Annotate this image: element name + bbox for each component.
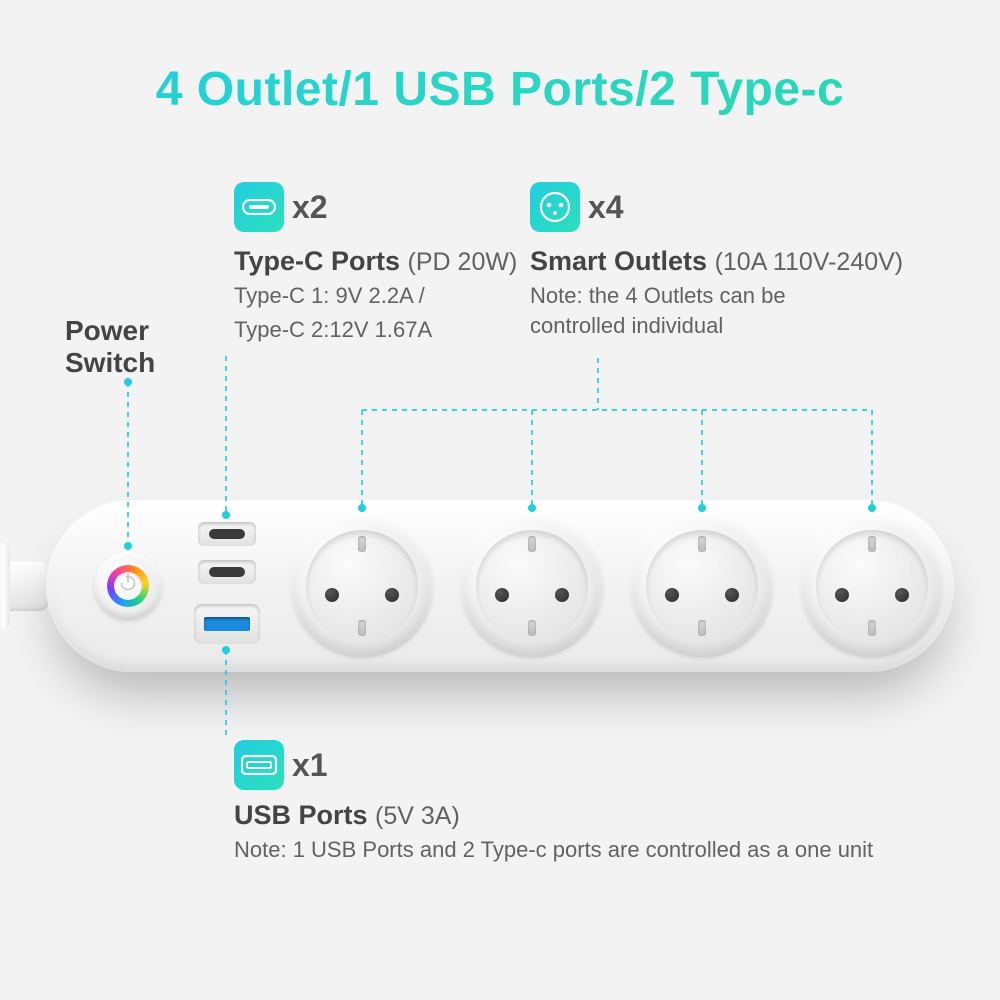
outlet-1 — [290, 514, 434, 658]
typec-badge: x2 — [234, 182, 328, 232]
typec-title: Type-C Ports (PD 20W) — [234, 246, 534, 277]
usb-a-port — [194, 604, 260, 644]
typec-section: Type-C Ports (PD 20W) Type-C 1: 9V 2.2A … — [234, 246, 534, 344]
typec-detail1: Type-C 1: 9V 2.2A / — [234, 281, 534, 311]
typec-badge-icon — [234, 182, 284, 232]
power-switch-text-2: Switch — [65, 347, 155, 378]
usb-c-port-1 — [198, 522, 256, 546]
usb-badge: x1 — [234, 740, 328, 790]
typec-title-main: Type-C Ports — [234, 246, 400, 276]
power-cable — [0, 561, 48, 611]
outlets-badge: x4 — [530, 182, 624, 232]
usb-note: Note: 1 USB Ports and 2 Type-c ports are… — [234, 835, 934, 865]
power-led-ring — [107, 565, 149, 607]
outlets-badge-count: x4 — [588, 189, 624, 226]
outlets-section: Smart Outlets (10A 110V-240V) Note: the … — [530, 246, 950, 340]
usb-section: USB Ports (5V 3A) Note: 1 USB Ports and … — [234, 800, 934, 865]
outlets-note: Note: the 4 Outlets can be controlled in… — [530, 281, 950, 340]
typec-detail2: Type-C 2:12V 1.67A — [234, 315, 534, 345]
typec-title-sub: (PD 20W) — [408, 248, 518, 276]
outlets-title-sub: (10A 110V-240V) — [715, 248, 904, 276]
outlet-3 — [630, 514, 774, 658]
outlets-badge-icon — [530, 182, 580, 232]
usb-c-port-2 — [198, 560, 256, 584]
outlets-title-main: Smart Outlets — [530, 246, 707, 276]
typec-badge-count: x2 — [292, 189, 328, 226]
outlets-title: Smart Outlets (10A 110V-240V) — [530, 246, 950, 277]
usb-title: USB Ports (5V 3A) — [234, 800, 934, 831]
power-button — [94, 552, 162, 620]
outlet-2 — [460, 514, 604, 658]
power-switch-label: Power Switch — [65, 315, 155, 379]
usb-title-sub: (5V 3A) — [375, 802, 460, 830]
usb-badge-icon — [234, 740, 284, 790]
power-switch-text-1: Power — [65, 315, 149, 346]
headline: 4 Outlet/1 USB Ports/2 Type-c — [0, 62, 1000, 117]
usb-badge-count: x1 — [292, 747, 328, 784]
usb-title-main: USB Ports — [234, 800, 368, 830]
outlet-4 — [800, 514, 944, 658]
